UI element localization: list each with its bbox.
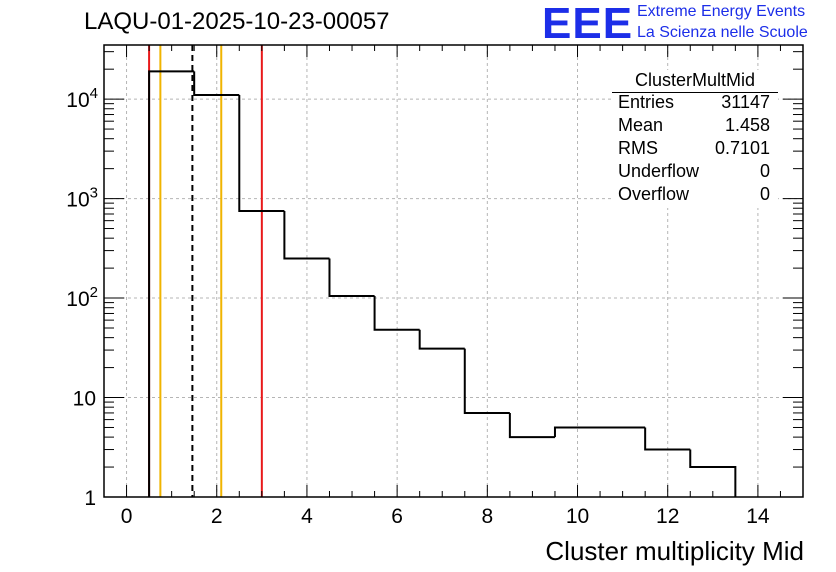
chart-title: LAQU-01-2025-10-23-00057: [84, 8, 390, 35]
stats-value: 31147: [721, 92, 770, 112]
stats-title: ClusterMultMid: [634, 70, 756, 90]
histogram-bin: [644, 427, 691, 451]
histogram-bin: [148, 70, 195, 497]
logo-subtitle-1: Extreme Energy Events: [637, 3, 806, 20]
y-tick-label: 104: [66, 85, 98, 112]
stats-divider: [612, 92, 778, 93]
eee-logo: EEE: [542, 0, 634, 48]
stats-label: Entries: [618, 92, 675, 112]
histogram-bin: [283, 211, 330, 260]
x-axis-label: Cluster multiplicity Mid: [545, 536, 804, 566]
histogram-bin: [463, 348, 510, 414]
x-tick-label: 4: [301, 505, 313, 528]
x-tick-label: 8: [481, 505, 493, 528]
histogram-bin: [328, 258, 375, 297]
y-tick-label: 10: [73, 388, 96, 411]
stats-row-underflow: Underflow 0: [618, 161, 770, 183]
stats-row-entries: Entries 31147: [618, 92, 770, 114]
stats-row-mean: Mean 1.458: [618, 115, 770, 137]
y-tick-label: 103: [66, 185, 98, 212]
histogram-bin: [553, 426, 646, 438]
histogram-bin: [689, 449, 737, 497]
x-tick-label: 10: [566, 505, 589, 528]
x-tick-label: 2: [211, 505, 223, 528]
x-tick-label: 6: [391, 505, 403, 528]
histogram-bin: [508, 412, 555, 439]
stats-label: Underflow: [618, 161, 700, 181]
stats-row-rms: RMS 0.7101: [618, 138, 770, 160]
x-tick-label: 12: [656, 505, 679, 528]
histogram-bin: [238, 95, 285, 213]
stats-label: Overflow: [618, 184, 690, 204]
stats-value: 0: [759, 184, 770, 204]
x-tick-label: 0: [121, 505, 133, 528]
stats-value: 1.458: [724, 115, 770, 135]
stats-label: Mean: [618, 115, 664, 135]
stats-value: 0: [759, 161, 770, 181]
y-tick-label: 1: [84, 487, 96, 510]
histogram-bin: [373, 295, 420, 331]
stats-value: 0.7101: [714, 138, 770, 158]
stats-row-overflow: Overflow 0: [618, 184, 770, 206]
x-tick-label: 14: [746, 505, 770, 528]
plot-frame: [103, 44, 804, 498]
y-tick-label: 102: [66, 284, 98, 311]
stats-box: ClusterMultMid Entries 31147 Mean 1.458 …: [612, 70, 778, 208]
stats-label: RMS: [618, 138, 658, 158]
logo-subtitle-2: La Scienza nelle Scuole: [637, 24, 808, 41]
histogram-bin: [418, 329, 465, 350]
histogram-bin: [193, 71, 240, 97]
